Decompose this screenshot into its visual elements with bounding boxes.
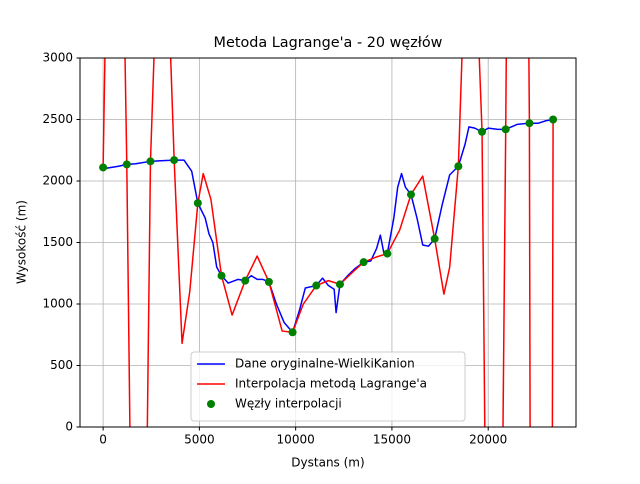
y-tick-label: 2500 <box>42 112 73 126</box>
node-marker <box>501 125 510 134</box>
node-marker <box>525 119 534 128</box>
node-marker <box>335 280 344 289</box>
legend: Dane oryginalne-WielkiKanion Interpolacja… <box>190 351 466 422</box>
x-tick-label: 5000 <box>184 433 215 447</box>
legend-marker <box>207 400 215 408</box>
node-marker <box>312 281 321 290</box>
node-marker <box>146 157 155 166</box>
node-marker <box>430 234 439 243</box>
node-marker <box>288 328 297 337</box>
y-tick-label: 0 <box>65 420 73 434</box>
node-marker <box>193 199 202 208</box>
y-tick-label: 2000 <box>42 174 73 188</box>
x-tick-label: 0 <box>99 433 107 447</box>
legend-label: Interpolacja metodą Lagrange'a <box>235 377 427 391</box>
x-axis-label: Dystans (m) <box>291 456 364 470</box>
x-tick-label: 15000 <box>373 433 411 447</box>
y-tick-label: 500 <box>50 358 73 372</box>
x-tick-label: 10000 <box>277 433 315 447</box>
series-line <box>102 58 554 427</box>
node-marker <box>406 190 415 199</box>
node-marker <box>264 277 273 286</box>
x-tick-label: 20000 <box>469 433 507 447</box>
node-marker <box>241 276 250 285</box>
node-marker <box>99 163 108 172</box>
node-marker <box>454 162 463 171</box>
node-marker <box>359 258 368 267</box>
node-marker <box>478 127 487 136</box>
chart-title: Metoda Lagrange'a - 20 węzłów <box>214 35 443 51</box>
node-marker <box>217 271 226 280</box>
y-tick-label: 1000 <box>42 297 73 311</box>
legend-label: Węzły interpolacji <box>235 397 342 411</box>
y-tick-label: 3000 <box>42 51 73 65</box>
legend-label: Dane oryginalne-WielkiKanion <box>235 357 415 371</box>
node-marker <box>383 249 392 258</box>
node-marker <box>549 115 558 124</box>
node-marker <box>170 156 179 165</box>
plot-area <box>99 58 558 427</box>
node-marker <box>122 160 131 169</box>
y-axis-label: Wysokość (m) <box>15 200 29 284</box>
y-tick-label: 1500 <box>42 235 73 249</box>
legend-box <box>190 351 466 422</box>
series-line <box>102 118 554 334</box>
grid <box>80 57 576 428</box>
